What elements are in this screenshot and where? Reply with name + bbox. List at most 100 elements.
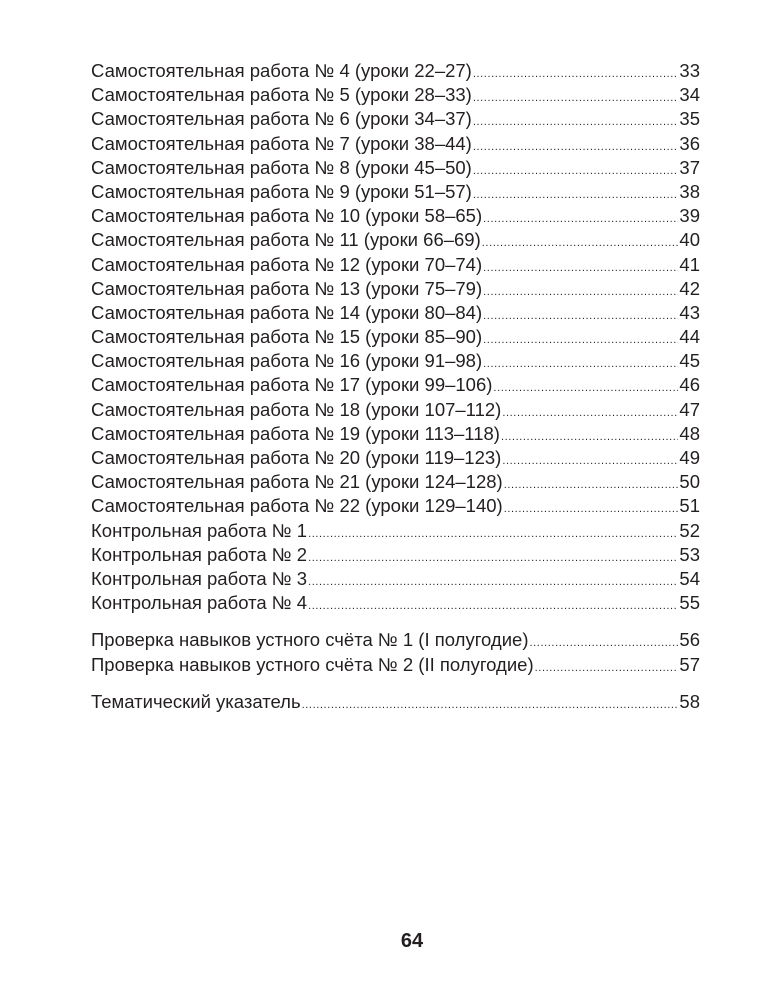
toc-entry: Самостоятельная работа № 4 (уроки 22–27)… <box>91 59 700 83</box>
dot-leader <box>308 594 678 618</box>
dot-leader <box>483 207 678 231</box>
toc-entry: Самостоятельная работа № 6 (уроки 34–37)… <box>91 107 700 131</box>
toc-entry-title: Самостоятельная работа № 10 (уроки 58–65… <box>91 205 483 227</box>
toc-entry-title: Самостоятельная работа № 21 (уроки 124–1… <box>91 471 503 493</box>
toc-entry-title: Контрольная работа № 3 <box>91 567 308 589</box>
toc-entry: Самостоятельная работа № 15 (уроки 85–90… <box>91 325 700 349</box>
toc-entry-page: 58 <box>679 690 700 712</box>
toc-entry-page: 51 <box>679 495 700 517</box>
toc-entry-title: Самостоятельная работа № 13 (уроки 75–79… <box>91 277 483 299</box>
toc-entry-page: 50 <box>679 471 700 493</box>
toc-entry: Самостоятельная работа № 16 (уроки 91–98… <box>91 349 700 373</box>
toc-entry-page: 43 <box>679 301 700 323</box>
toc-entry-title: Самостоятельная работа № 7 (уроки 38–44) <box>91 132 472 154</box>
toc-entry-title: Самостоятельная работа № 8 (уроки 45–50) <box>91 156 472 178</box>
dot-leader <box>308 522 678 546</box>
toc-entry: Проверка навыков устного счёта № 2 (II п… <box>91 653 700 677</box>
toc-entry: Самостоятельная работа № 7 (уроки 38–44)… <box>91 132 700 156</box>
toc-entry: Контрольная работа № 4 55 <box>91 591 700 615</box>
toc-entry: Самостоятельная работа № 13 (уроки 75–79… <box>91 277 700 301</box>
dot-leader <box>308 570 678 594</box>
toc-entry-page: 41 <box>679 253 700 275</box>
toc-entry: Самостоятельная работа № 8 (уроки 45–50)… <box>91 156 700 180</box>
dot-leader <box>501 425 678 449</box>
toc-entry-page: 40 <box>679 229 700 251</box>
dot-leader <box>502 449 678 473</box>
toc-entry: Самостоятельная работа № 20 (уроки 119–1… <box>91 446 700 470</box>
toc-entry-title: Самостоятельная работа № 6 (уроки 34–37) <box>91 108 472 130</box>
toc-entry-page: 44 <box>679 326 700 348</box>
toc-entry-page: 57 <box>679 653 700 675</box>
toc-entry-page: 38 <box>679 180 700 202</box>
toc-entry-page: 37 <box>679 156 700 178</box>
toc-entry-title: Самостоятельная работа № 9 (уроки 51–57) <box>91 180 472 202</box>
toc-entry-page: 56 <box>679 629 700 651</box>
toc-entry-title: Самостоятельная работа № 17 (уроки 99–10… <box>91 374 493 396</box>
toc-entry: Самостоятельная работа № 22 (уроки 129–1… <box>91 494 700 518</box>
toc-entry-page: 42 <box>679 277 700 299</box>
toc-entry: Контрольная работа № 1 52 <box>91 519 700 543</box>
dot-leader <box>535 656 679 680</box>
toc-entry: Контрольная работа № 2 53 <box>91 543 700 567</box>
toc-entry-title: Контрольная работа № 4 <box>91 592 308 614</box>
dot-leader <box>473 86 679 110</box>
toc-entry-page: 48 <box>679 422 700 444</box>
toc-entry-title: Проверка навыков устного счёта № 2 (II п… <box>91 653 534 675</box>
toc-entry: Самостоятельная работа № 9 (уроки 51–57)… <box>91 180 700 204</box>
toc-entry-title: Самостоятельная работа № 16 (уроки 91–98… <box>91 350 483 372</box>
toc-entry-title: Самостоятельная работа № 19 (уроки 113–1… <box>91 422 500 444</box>
toc-entry-page: 53 <box>679 543 700 565</box>
toc-entry: Самостоятельная работа № 19 (уроки 113–1… <box>91 422 700 446</box>
dot-leader <box>302 693 679 717</box>
toc-entry: Самостоятельная работа № 11 (уроки 66–69… <box>91 228 700 252</box>
toc-entry: Самостоятельная работа № 21 (уроки 124–1… <box>91 470 700 494</box>
dot-leader <box>483 256 678 280</box>
toc-group: Самостоятельная работа № 4 (уроки 22–27)… <box>91 59 700 615</box>
toc-entry-page: 33 <box>679 60 700 81</box>
toc-entry-page: 45 <box>679 350 700 372</box>
dot-leader <box>504 497 679 521</box>
toc-group: Тематический указатель 58 <box>91 690 700 714</box>
toc-entry-title: Самостоятельная работа № 4 (уроки 22–27) <box>91 60 472 81</box>
toc-entry-title: Самостоятельная работа № 11 (уроки 66–69… <box>91 229 481 251</box>
toc-entry-title: Самостоятельная работа № 15 (уроки 85–90… <box>91 326 483 348</box>
toc-entry-title: Контрольная работа № 1 <box>91 519 308 541</box>
toc-entry-page: 34 <box>679 84 700 106</box>
dot-leader <box>473 159 679 183</box>
toc-entry-title: Самостоятельная работа № 18 (уроки 107–1… <box>91 398 502 420</box>
toc-entry-page: 55 <box>679 592 700 614</box>
toc-entry-title: Самостоятельная работа № 14 (уроки 80–84… <box>91 301 483 323</box>
toc-entry-page: 52 <box>679 519 700 541</box>
dot-leader <box>473 135 679 159</box>
dot-leader <box>482 231 679 255</box>
dot-leader <box>483 328 678 352</box>
dot-leader <box>530 631 679 655</box>
page-number: 64 <box>400 930 424 952</box>
dot-leader <box>504 473 679 497</box>
toc-entry-page: 39 <box>679 205 700 227</box>
toc-entry-page: 35 <box>679 108 700 130</box>
toc-entry-title: Самостоятельная работа № 20 (уроки 119–1… <box>91 447 502 468</box>
toc-entry: Тематический указатель 58 <box>91 690 700 714</box>
dot-leader <box>483 280 678 304</box>
toc-entry: Самостоятельная работа № 14 (уроки 80–84… <box>91 301 700 325</box>
dot-leader <box>473 183 679 207</box>
dot-leader <box>308 546 678 570</box>
toc-entry: Самостоятельная работа № 17 (уроки 99–10… <box>91 373 700 397</box>
toc-entry-title: Тематический указатель <box>91 690 301 712</box>
toc-entry-page: 36 <box>679 132 700 154</box>
dot-leader <box>473 110 679 134</box>
toc-entry-title: Контрольная работа № 2 <box>91 543 308 565</box>
dot-leader <box>473 62 679 86</box>
toc-group: Проверка навыков устного счёта № 1 (I по… <box>91 628 700 676</box>
toc-entry-title: Проверка навыков устного счёта № 1 (I по… <box>91 629 529 651</box>
toc-entry: Самостоятельная работа № 18 (уроки 107–1… <box>91 398 700 422</box>
toc-entry-title: Самостоятельная работа № 5 (уроки 28–33) <box>91 84 472 106</box>
toc-entry-page: 49 <box>679 447 700 468</box>
toc-entry: Контрольная работа № 3 54 <box>91 567 700 591</box>
toc-entry: Самостоятельная работа № 12 (уроки 70–74… <box>91 253 700 277</box>
toc-entry-page: 47 <box>679 398 700 420</box>
dot-leader <box>502 401 678 425</box>
toc-entry: Самостоятельная работа № 5 (уроки 28–33)… <box>91 83 700 107</box>
toc-entry: Самостоятельная работа № 10 (уроки 58–65… <box>91 204 700 228</box>
